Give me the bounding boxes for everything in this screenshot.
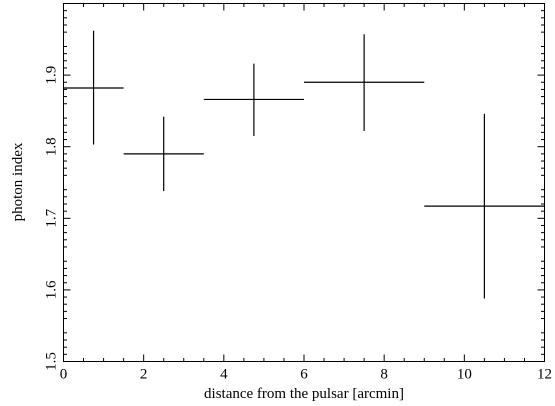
x-tick-label: 2 [140, 367, 148, 383]
y-tick-label: 1.9 [44, 66, 60, 85]
data-point [304, 34, 425, 131]
x-tick-label: 6 [300, 367, 308, 383]
data-point [203, 63, 304, 136]
x-axis: 0 2 4 6 8 10 12 [60, 3, 552, 383]
y-tick-label: 1.6 [44, 280, 60, 299]
x-tick-label: 4 [220, 367, 228, 383]
x-tick-label: 10 [457, 367, 472, 383]
y-tick-label: 1.7 [44, 208, 60, 227]
x-tick-label: 8 [380, 367, 388, 383]
x-tick-label: 12 [537, 367, 552, 383]
y-axis: 1.5 1.6 1.7 1.8 1.9 [44, 10, 545, 371]
y-axis-label: photon index [10, 142, 26, 221]
y-tick-label: 1.5 [44, 352, 60, 371]
data-point [424, 113, 545, 299]
y-tick-label: 1.8 [44, 137, 60, 156]
x-axis-label: distance from the pulsar [arcmin] [204, 386, 404, 402]
x-tick-label: 0 [60, 367, 68, 383]
data-point [63, 30, 124, 145]
data-points [63, 30, 545, 299]
plot-frame [63, 3, 545, 362]
data-point [123, 116, 204, 192]
